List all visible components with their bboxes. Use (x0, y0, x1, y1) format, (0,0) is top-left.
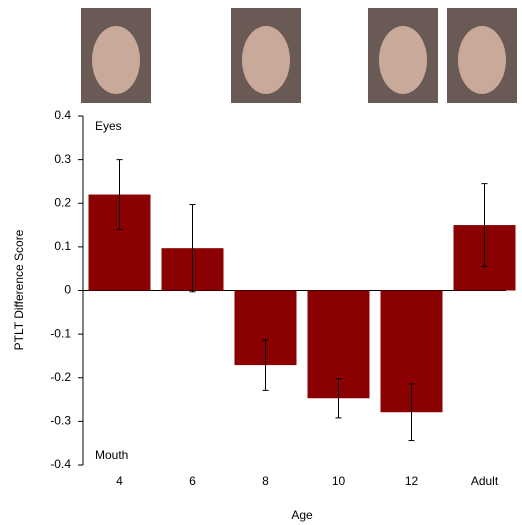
y-tick-label: 0 (64, 283, 71, 297)
face (242, 26, 290, 94)
face (379, 26, 427, 94)
y-axis-label: PTLT Difference Score (12, 229, 26, 350)
chart: Eyes Mouth Age PTLT Difference Score -0.… (0, 0, 522, 525)
face (92, 26, 140, 94)
y-tick-label: -0.2 (50, 370, 71, 384)
y-tick-label: -0.1 (50, 326, 71, 340)
face-images (81, 8, 517, 103)
x-tick-label: Adult (471, 474, 499, 488)
y-tick-label: -0.4 (50, 457, 71, 471)
x-tick-label: 10 (332, 474, 346, 488)
annotation: Eyes (95, 119, 122, 133)
y-tick-label: 0.1 (54, 239, 71, 253)
face (458, 26, 506, 94)
y-tick-label: 0.3 (54, 152, 71, 166)
x-tick-label: 8 (262, 474, 269, 488)
y-tick-label: 0.2 (54, 195, 71, 209)
y-tick-label: -0.3 (50, 414, 71, 428)
annotation: Mouth (95, 448, 128, 462)
x-axis-label: Age (291, 508, 313, 522)
x-tick-label: 4 (116, 474, 123, 488)
x-tick-label: 6 (189, 474, 196, 488)
y-tick-label: 0.4 (54, 108, 71, 122)
x-tick-label: 12 (405, 474, 419, 488)
